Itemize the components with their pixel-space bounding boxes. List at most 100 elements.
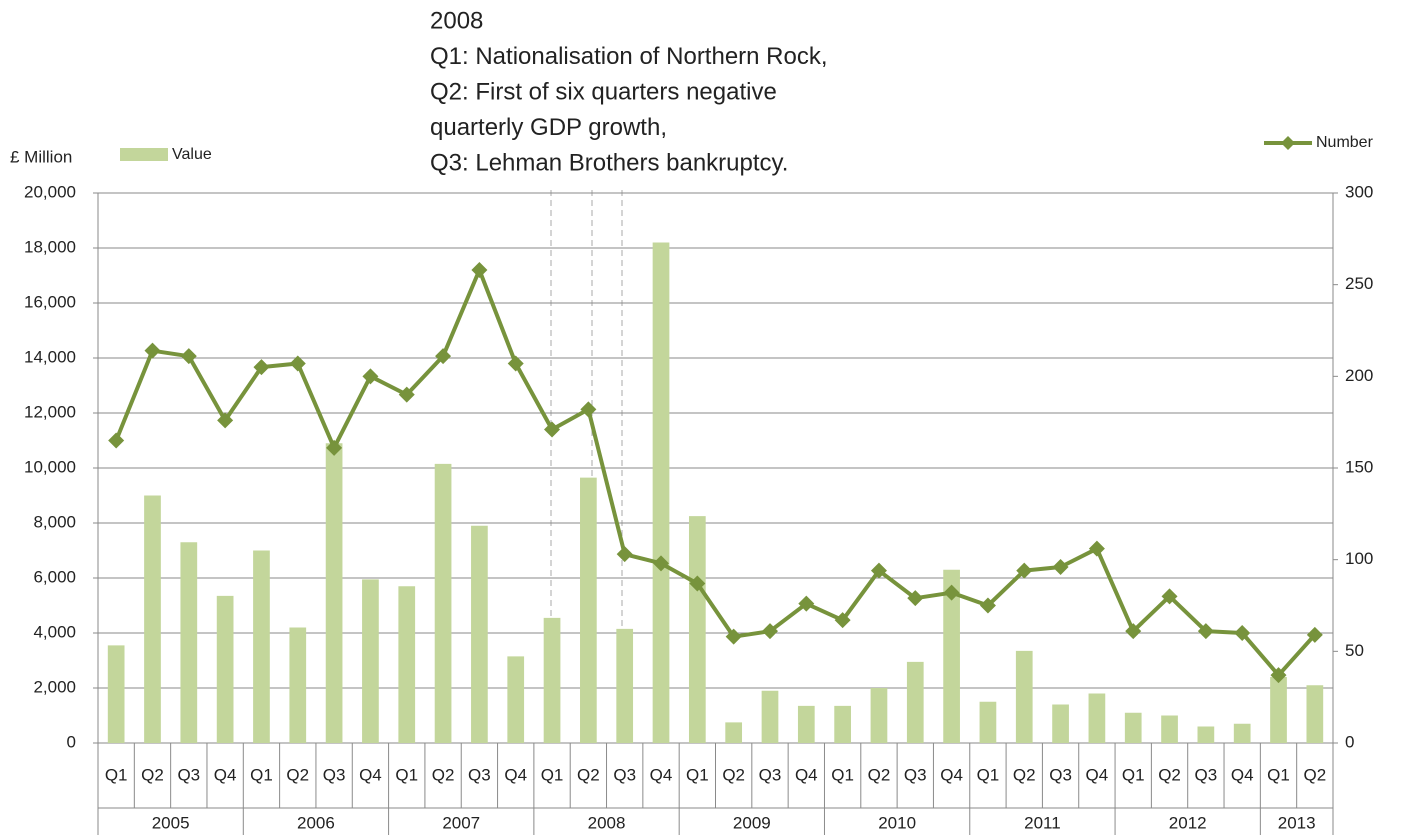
y-tick-label: 10,000 xyxy=(24,457,76,476)
x-group-label: 2005 xyxy=(152,813,190,832)
y2-tick-label: 250 xyxy=(1345,274,1373,293)
marker xyxy=(326,439,343,456)
y-tick-label: 4,000 xyxy=(33,622,76,641)
x-tick-label: Q2 xyxy=(286,765,309,784)
bar xyxy=(870,688,888,743)
marker xyxy=(362,368,379,385)
bar xyxy=(1233,723,1251,743)
bar xyxy=(979,701,997,743)
x-tick-label: Q1 xyxy=(1267,765,1290,784)
marker xyxy=(144,342,161,359)
marker xyxy=(725,628,742,645)
x-tick-label: Q1 xyxy=(395,765,418,784)
x-tick-label: Q2 xyxy=(141,765,164,784)
x-tick-label: Q3 xyxy=(759,765,782,784)
legend-swatch xyxy=(120,148,168,161)
marker xyxy=(289,355,306,372)
bar xyxy=(289,627,307,743)
bar xyxy=(1015,650,1033,743)
bar xyxy=(1052,704,1069,743)
x-tick-label: Q4 xyxy=(940,765,963,784)
bar xyxy=(1197,726,1215,743)
x-tick-label: Q4 xyxy=(359,765,382,784)
marker xyxy=(180,348,197,365)
marker xyxy=(1161,588,1178,605)
y-axis-label: £ Million xyxy=(10,147,72,166)
y2-tick-label: 150 xyxy=(1345,457,1373,476)
x-tick-label: Q1 xyxy=(541,765,564,784)
x-tick-label: Q4 xyxy=(504,765,527,784)
x-tick-label: Q2 xyxy=(1303,765,1326,784)
y-tick-label: 2,000 xyxy=(33,677,76,696)
annotation: Q1: Nationalisation of Northern Rock, xyxy=(430,43,828,70)
x-tick-label: Q1 xyxy=(105,765,128,784)
x-tick-label: Q1 xyxy=(250,765,273,784)
y2-tick-label: 300 xyxy=(1345,182,1373,201)
legend-label: Value xyxy=(172,146,212,163)
marker xyxy=(689,575,706,592)
x-tick-label: Q2 xyxy=(432,765,455,784)
marker xyxy=(761,623,778,640)
bar xyxy=(180,542,198,743)
bar xyxy=(216,595,234,743)
bar xyxy=(434,463,452,743)
x-tick-label: Q3 xyxy=(904,765,927,784)
bar xyxy=(1161,715,1178,743)
y2-tick-label: 50 xyxy=(1345,641,1364,660)
marker xyxy=(943,584,960,601)
marker xyxy=(1306,626,1323,643)
x-group-label: 2012 xyxy=(1169,813,1207,832)
x-tick-label: Q2 xyxy=(868,765,891,784)
bar xyxy=(107,645,125,743)
bar xyxy=(943,569,960,743)
annotation: Q3: Lehman Brothers bankruptcy. xyxy=(430,149,788,176)
bar xyxy=(652,242,670,743)
x-tick-label: Q4 xyxy=(795,765,818,784)
y-tick-label: 6,000 xyxy=(33,567,76,586)
x-tick-label: Q2 xyxy=(722,765,745,784)
x-tick-label: Q1 xyxy=(686,765,709,784)
x-tick-label: Q2 xyxy=(1158,765,1181,784)
marker xyxy=(507,355,524,372)
x-group-label: 2010 xyxy=(878,813,916,832)
marker xyxy=(798,595,815,612)
bar xyxy=(325,443,343,743)
marker xyxy=(1016,562,1033,579)
y-tick-label: 16,000 xyxy=(24,292,76,311)
x-tick-label: Q3 xyxy=(1195,765,1218,784)
bar xyxy=(507,656,525,743)
x-tick-label: Q2 xyxy=(1013,765,1036,784)
marker xyxy=(979,597,996,614)
bar xyxy=(797,705,815,743)
x-group-label: 2011 xyxy=(1024,813,1061,832)
bar xyxy=(253,550,270,743)
legend-label: Number xyxy=(1316,134,1374,151)
marker xyxy=(653,555,670,572)
bar xyxy=(1088,693,1106,743)
x-group-label: 2006 xyxy=(297,813,335,832)
legend-swatch xyxy=(1281,136,1295,150)
annotation: 2008 xyxy=(430,7,483,34)
x-tick-label: Q1 xyxy=(977,765,1000,784)
marker xyxy=(253,359,270,376)
x-tick-label: Q3 xyxy=(613,765,636,784)
x-tick-label: Q2 xyxy=(577,765,600,784)
marker xyxy=(435,348,452,365)
marker xyxy=(616,546,633,563)
marker xyxy=(544,421,561,438)
marker xyxy=(1125,623,1142,640)
bar xyxy=(1270,677,1287,743)
x-tick-label: Q3 xyxy=(177,765,200,784)
bar xyxy=(543,617,561,743)
bar xyxy=(580,477,597,743)
marker xyxy=(907,590,924,607)
y-tick-label: 0 xyxy=(67,732,76,751)
bar xyxy=(761,690,779,743)
x-tick-label: Q1 xyxy=(1122,765,1145,784)
y2-tick-label: 200 xyxy=(1345,366,1373,385)
marker xyxy=(1197,623,1214,640)
y2-tick-label: 0 xyxy=(1345,732,1354,751)
marker xyxy=(580,401,597,418)
marker xyxy=(834,612,851,629)
